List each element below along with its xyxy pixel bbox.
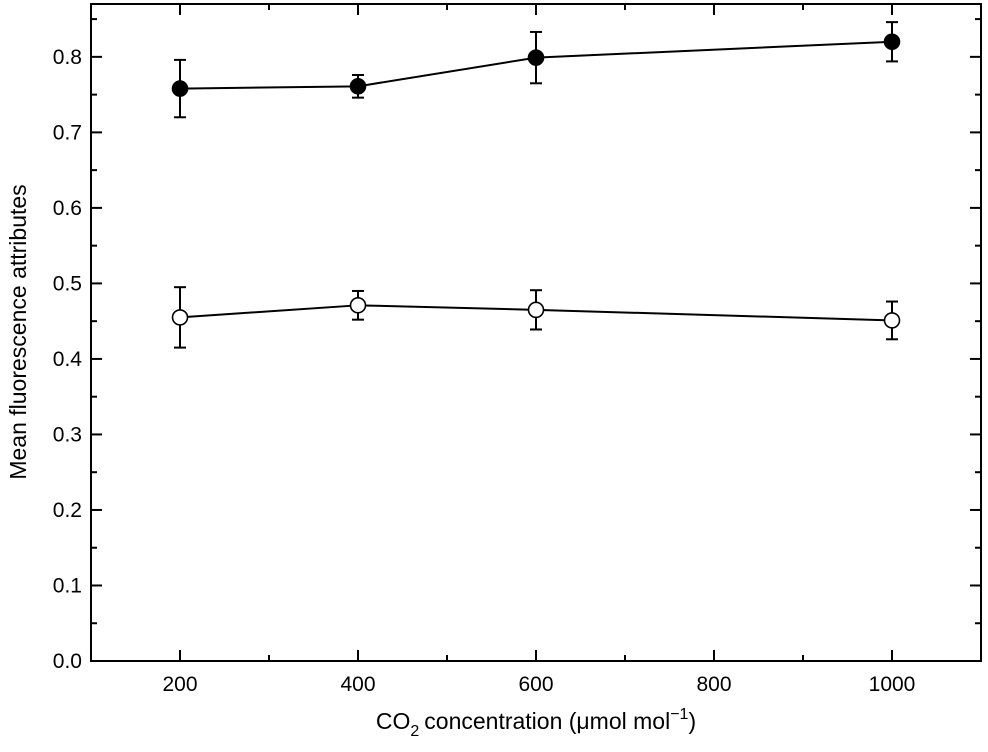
x-axis-title-close: ) bbox=[688, 708, 696, 734]
y-axis-title: Mean fluorescence attributes bbox=[5, 184, 31, 479]
data-point bbox=[883, 312, 901, 329]
data-point bbox=[883, 33, 901, 51]
series-1 bbox=[171, 21, 901, 119]
plot-frame bbox=[90, 3, 982, 662]
data-point bbox=[349, 297, 367, 314]
data-point bbox=[349, 78, 367, 95]
y-tick-label: 0.4 bbox=[53, 348, 83, 371]
x-axis-title-main: concentration (μmol mol bbox=[424, 708, 670, 734]
data-point bbox=[171, 80, 189, 97]
x-tick-label: 600 bbox=[518, 673, 553, 696]
y-tick-label: 0.0 bbox=[53, 650, 82, 673]
x-axis-title: CO2 concentration (μmol mol−1) bbox=[376, 706, 696, 740]
x-axis-title-subscript: 2 bbox=[410, 723, 419, 740]
x-axis-title-superscript: −1 bbox=[670, 706, 688, 723]
data-point bbox=[527, 301, 545, 319]
y-tick-label: 0.1 bbox=[53, 574, 82, 597]
x-axis-title-prefix: CO bbox=[376, 708, 411, 734]
data-series bbox=[171, 21, 901, 349]
y-tick-label: 0.6 bbox=[53, 197, 82, 220]
y-tick-label: 0.2 bbox=[53, 499, 82, 522]
y-tick-label: 0.3 bbox=[53, 423, 82, 446]
data-point bbox=[171, 309, 189, 326]
axis-ticks bbox=[90, 4, 982, 662]
series-line bbox=[179, 304, 893, 322]
series-2 bbox=[171, 286, 901, 349]
x-tick-label: 200 bbox=[162, 673, 197, 696]
y-tick-label: 0.5 bbox=[53, 272, 82, 295]
tick-labels: 200 400 600 800 1000 0.0 0.1 0.2 0.3 0.4 0.5 0.6 0.7… bbox=[53, 46, 916, 696]
series-line bbox=[179, 40, 893, 90]
x-tick-label: 1000 bbox=[869, 673, 916, 696]
x-tick-label: 400 bbox=[340, 673, 375, 696]
y-tick-label: 0.8 bbox=[53, 46, 82, 69]
y-tick-label: 0.7 bbox=[53, 121, 82, 144]
data-point bbox=[527, 49, 545, 66]
x-tick-label: 800 bbox=[696, 673, 731, 696]
